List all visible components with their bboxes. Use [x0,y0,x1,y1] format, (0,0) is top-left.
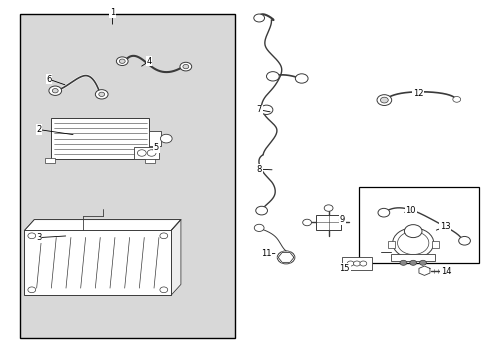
Circle shape [277,251,294,264]
Circle shape [266,72,279,81]
Circle shape [49,86,61,95]
Bar [342,257,371,270]
Bar [390,254,434,261]
Circle shape [160,287,167,293]
Circle shape [137,150,146,156]
Circle shape [260,105,272,114]
Circle shape [452,96,460,102]
Circle shape [376,95,391,105]
Circle shape [392,228,433,258]
Circle shape [324,205,332,211]
Text: 8: 8 [256,165,261,174]
Text: 15: 15 [339,264,349,273]
Bar [431,241,438,248]
Circle shape [116,57,128,66]
Circle shape [419,260,426,265]
Circle shape [253,14,264,22]
Polygon shape [171,220,181,295]
Circle shape [99,92,104,96]
Circle shape [359,261,366,266]
Bar [45,158,55,163]
Bar [359,187,478,263]
Bar [316,215,340,230]
Text: 11: 11 [261,249,271,258]
Text: 6: 6 [46,75,51,84]
Circle shape [397,231,428,255]
Circle shape [255,206,267,215]
Circle shape [28,287,36,293]
Circle shape [147,150,156,156]
Bar [20,14,234,338]
Bar [387,241,394,248]
Bar [24,230,171,295]
Bar [134,147,159,159]
Circle shape [254,224,264,231]
Bar [145,158,155,163]
Circle shape [346,261,353,266]
Text: 12: 12 [412,89,423,98]
Circle shape [302,219,311,226]
Circle shape [52,89,58,93]
Polygon shape [278,252,293,262]
Text: 3: 3 [37,233,41,242]
Polygon shape [24,220,181,230]
Text: 14: 14 [440,267,450,276]
Text: 1: 1 [110,8,115,17]
Circle shape [160,233,167,239]
Circle shape [95,90,108,99]
Circle shape [295,74,307,83]
Text: 10: 10 [405,206,415,215]
Bar [51,118,149,159]
Bar [149,131,161,146]
Circle shape [353,261,360,266]
Text: 4: 4 [146,57,151,66]
Text: 9: 9 [339,215,344,224]
Text: 5: 5 [154,143,159,152]
Circle shape [409,260,416,265]
Circle shape [404,225,421,238]
Circle shape [28,233,36,239]
Polygon shape [418,266,429,275]
Circle shape [160,134,172,143]
Circle shape [183,64,188,69]
Circle shape [380,97,387,103]
Circle shape [458,237,469,245]
Circle shape [399,260,406,265]
Circle shape [180,62,191,71]
Circle shape [119,59,125,63]
Text: 2: 2 [37,125,41,134]
Text: 13: 13 [439,222,449,231]
Circle shape [377,208,389,217]
Text: 7: 7 [256,105,261,114]
